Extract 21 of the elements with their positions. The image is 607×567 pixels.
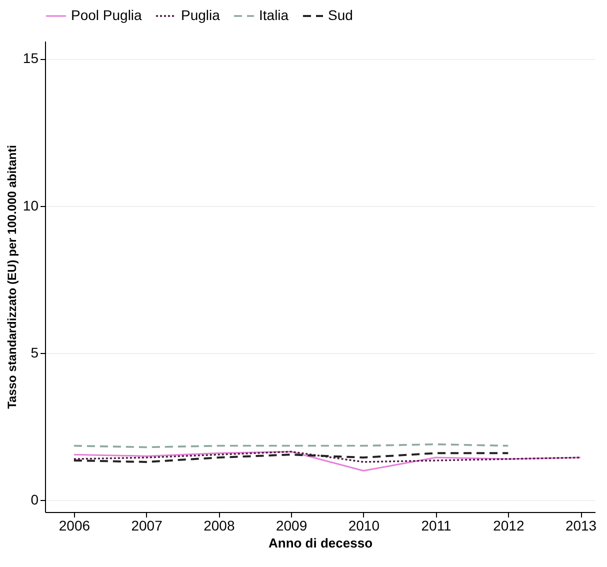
x-tick-label: 2013 [565,518,597,534]
legend-label: Pool Puglia [71,7,142,23]
x-tick-label: 2011 [421,518,452,534]
x-tick-label: 2008 [204,518,235,534]
x-tick-label: 2010 [348,518,380,534]
x-axis-title: Anno di decesso [268,536,373,550]
y-tick-label: 10 [22,197,39,214]
y-tick-label: 5 [30,344,39,361]
line-series [73,450,582,472]
line-series [72,452,510,463]
x-tick-label: 2006 [58,518,90,534]
y-tick-label: 15 [22,50,39,66]
legend-label: Italia [259,7,289,23]
line-series [73,450,582,463]
x-tick-label: 2012 [493,518,524,534]
legend-label: Sud [328,7,353,23]
y-axis-title: Tasso standardizzato (EU) per 100.000 abitanti [4,145,19,409]
x-tick-label: 2007 [131,518,163,534]
legend-label: Puglia [181,7,220,23]
x-tick-label: 2009 [276,518,308,534]
y-tick-label: 0 [30,492,39,508]
